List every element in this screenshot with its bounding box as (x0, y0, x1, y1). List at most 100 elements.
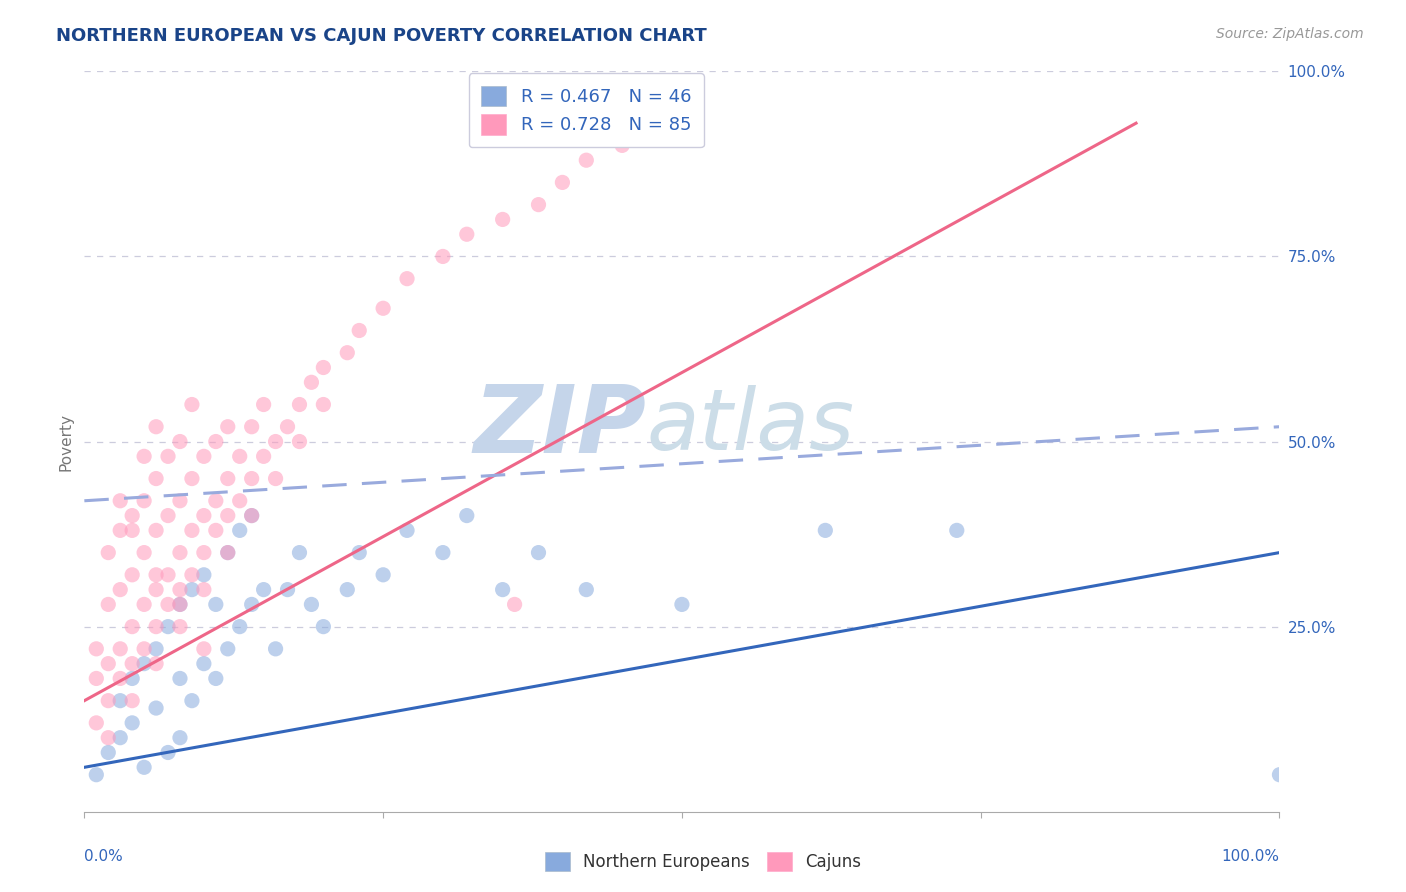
Y-axis label: Poverty: Poverty (58, 412, 73, 471)
Point (145, 524, 167, 538)
Point (253, 450, 276, 464)
Point (145, 471, 167, 485)
Point (97, 657, 120, 671)
Point (253, 398, 276, 412)
Point (217, 508, 239, 523)
Point (110, 694, 132, 708)
Text: NORTHERN EUROPEAN VS CAJUN POVERTY CORRELATION CHART: NORTHERN EUROPEAN VS CAJUN POVERTY CORRE… (56, 27, 707, 45)
Point (86, 715, 108, 730)
Point (157, 567, 180, 582)
Point (157, 508, 180, 523)
Point (264, 434, 287, 449)
Point (181, 582, 204, 597)
Point (456, 227, 478, 242)
Point (240, 508, 263, 523)
Text: ZIP: ZIP (474, 381, 647, 473)
Text: 100.0%: 100.0% (1222, 849, 1279, 863)
Point (121, 672, 143, 686)
Point (229, 450, 252, 464)
Point (193, 567, 215, 582)
Point (145, 701, 167, 715)
Point (205, 598, 228, 612)
Point (229, 619, 252, 633)
Point (456, 508, 478, 523)
Point (145, 567, 167, 582)
Point (217, 546, 239, 560)
Point (492, 212, 515, 227)
Point (193, 657, 215, 671)
Point (373, 301, 395, 316)
Point (527, 197, 550, 211)
Point (110, 493, 132, 508)
Point (264, 471, 287, 485)
Point (121, 657, 143, 671)
Point (205, 434, 228, 449)
Point (110, 731, 132, 745)
Point (145, 657, 167, 671)
Point (157, 619, 180, 633)
Legend: Northern Europeans, Cajuns: Northern Europeans, Cajuns (537, 843, 869, 880)
Legend: R = 0.467   N = 46, R = 0.728   N = 85: R = 0.467 N = 46, R = 0.728 N = 85 (468, 73, 704, 147)
Point (527, 546, 550, 560)
Text: 0.0%: 0.0% (84, 849, 124, 863)
Point (169, 731, 191, 745)
Point (264, 641, 287, 656)
Point (132, 641, 156, 656)
Point (217, 471, 239, 485)
Point (217, 419, 239, 434)
Text: atlas: atlas (647, 385, 853, 468)
Point (121, 694, 143, 708)
Point (193, 641, 215, 656)
Point (97, 731, 120, 745)
Point (169, 493, 191, 508)
Point (132, 450, 156, 464)
Point (240, 419, 263, 434)
Point (169, 582, 191, 597)
Point (312, 360, 335, 375)
Point (181, 471, 204, 485)
Point (193, 450, 215, 464)
Point (121, 715, 143, 730)
Point (97, 598, 120, 612)
Point (86, 641, 108, 656)
Point (946, 524, 969, 538)
Point (205, 493, 228, 508)
Point (193, 508, 215, 523)
Point (145, 582, 167, 597)
Point (132, 760, 156, 774)
Point (814, 524, 837, 538)
Point (575, 582, 598, 597)
Point (145, 619, 167, 633)
Point (169, 546, 191, 560)
Point (110, 582, 132, 597)
Point (110, 672, 132, 686)
Point (288, 434, 311, 449)
Point (396, 271, 419, 285)
Point (217, 546, 239, 560)
Point (240, 598, 263, 612)
Point (132, 657, 156, 671)
Point (277, 582, 299, 597)
Point (193, 582, 215, 597)
Point (121, 567, 143, 582)
Point (132, 598, 156, 612)
Point (181, 398, 204, 412)
Point (229, 493, 252, 508)
Point (193, 546, 215, 560)
Point (181, 524, 204, 538)
Point (336, 345, 359, 359)
Point (181, 694, 204, 708)
Point (169, 619, 191, 633)
Point (181, 567, 204, 582)
Point (1268, 767, 1291, 781)
Point (349, 324, 371, 338)
Point (97, 546, 120, 560)
Point (612, 138, 634, 153)
Point (492, 582, 515, 597)
Point (288, 546, 311, 560)
Point (169, 672, 191, 686)
Point (86, 767, 108, 781)
Point (301, 598, 323, 612)
Point (312, 619, 335, 633)
Point (145, 419, 167, 434)
